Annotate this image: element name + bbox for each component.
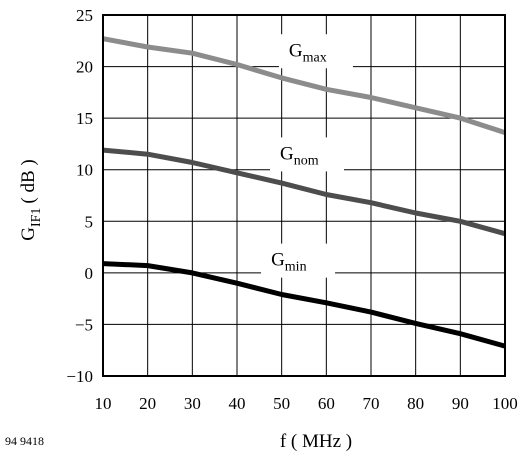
series-line-nom <box>102 147 506 237</box>
x-tick-label: 30 <box>184 394 201 413</box>
y-tick-label: 0 <box>85 264 94 283</box>
x-tick-label: 20 <box>139 394 156 413</box>
series-line-max <box>102 36 506 135</box>
x-tick-labels: 10 20 30 40 50 60 70 80 90 100 <box>95 394 518 413</box>
series-layer <box>102 36 506 349</box>
x-tick-label: 80 <box>407 394 424 413</box>
series-label-bg <box>270 137 344 172</box>
series-label-min: Gmin <box>271 250 307 275</box>
x-tick-label: 70 <box>363 394 380 413</box>
figure-code: 94 9418 <box>5 434 44 448</box>
x-tick-label: 10 <box>95 394 112 413</box>
series-label-nom: Gnom <box>280 143 319 168</box>
x-tick-label: 100 <box>492 394 518 413</box>
series-label-bg <box>261 243 336 278</box>
series-labels: Gmax Gnom Gmin <box>261 34 353 278</box>
y-tick-label: 20 <box>76 58 93 77</box>
x-tick-label: 50 <box>273 394 290 413</box>
series-label-bg <box>278 34 353 69</box>
series-line-min <box>102 261 506 349</box>
y-axis-label-main: G <box>18 227 39 241</box>
y-tick-label: 10 <box>76 161 93 180</box>
x-axis-label: f ( MHz ) <box>280 431 352 452</box>
series-label-max: Gmax <box>289 40 327 65</box>
plot-frame <box>102 14 506 377</box>
y-axis-label-sub: IF1 <box>29 208 44 227</box>
y-tick-label: −10 <box>66 367 93 386</box>
y-tick-label: −5 <box>75 315 93 334</box>
y-tick-label: 5 <box>85 212 94 231</box>
y-axis-label: GIF1 ( dB ) <box>18 159 44 241</box>
y-tick-label: 15 <box>76 109 93 128</box>
y-tick-labels: −10 −5 0 5 10 15 20 25 <box>66 6 93 386</box>
grid <box>102 14 506 377</box>
x-tick-label: 90 <box>452 394 469 413</box>
y-axis-label-suffix: ( dB ) <box>18 159 39 203</box>
y-tick-label: 25 <box>76 6 93 25</box>
x-tick-label: 40 <box>229 394 246 413</box>
x-tick-label: 60 <box>318 394 335 413</box>
